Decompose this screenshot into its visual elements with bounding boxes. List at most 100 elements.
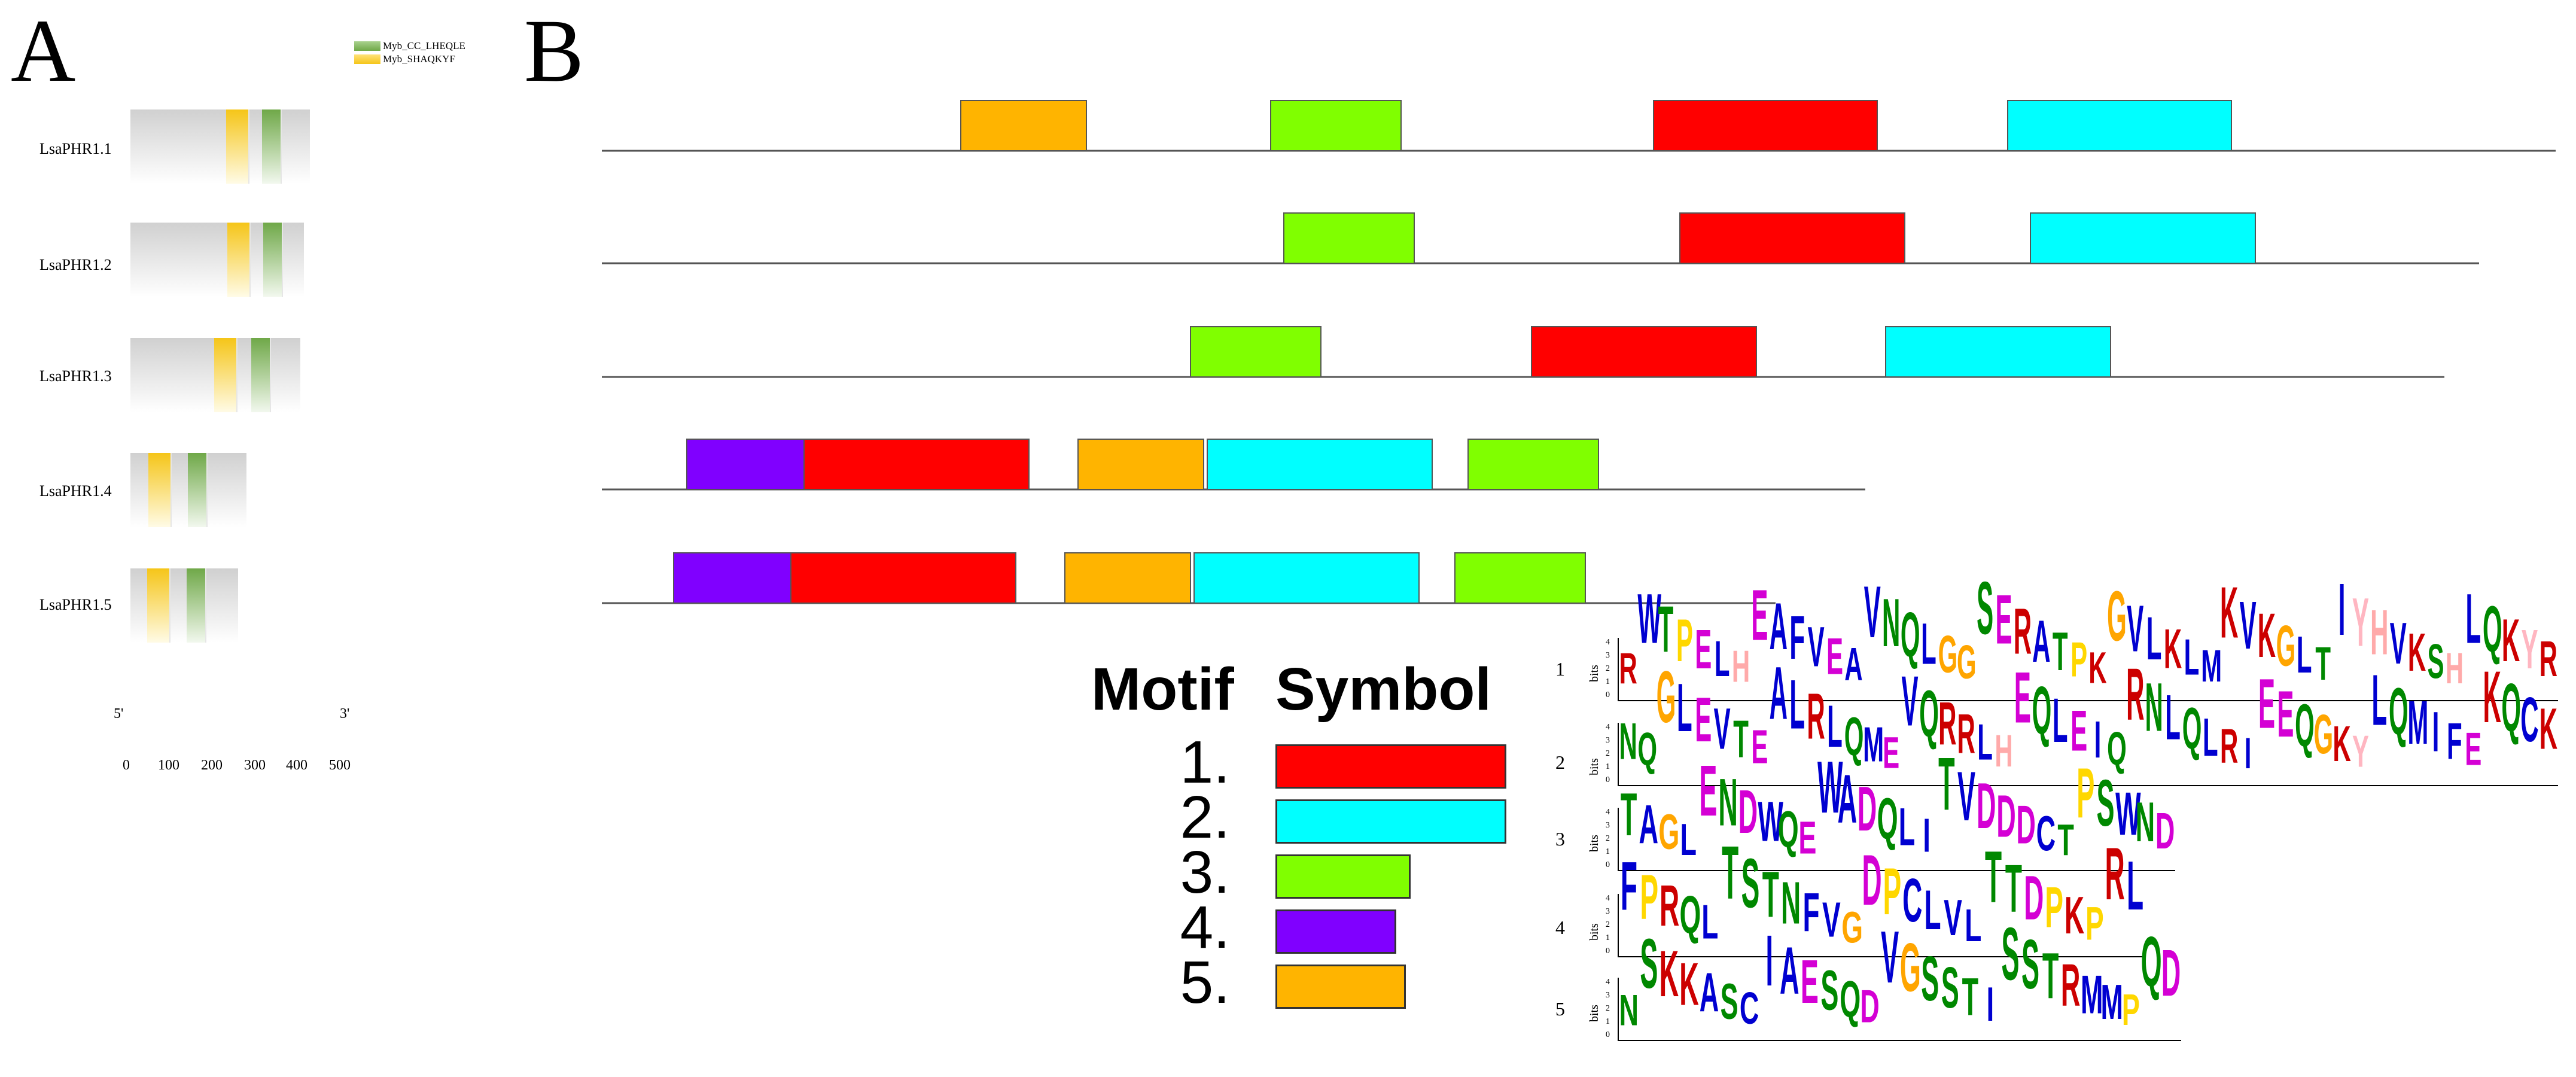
- logo-residue: A: [1844, 638, 1863, 690]
- logo-residue: S: [1921, 942, 1939, 1015]
- logo-residue: P: [1883, 853, 1902, 929]
- panel-b-label: B: [524, 1, 584, 101]
- motif-legend-number: 2.: [1180, 784, 1230, 851]
- motif-row: [602, 439, 1865, 491]
- logo-residue: T: [1658, 592, 1674, 666]
- motif-4-box: [686, 439, 805, 490]
- logo-residue: W: [1637, 579, 1662, 658]
- logo-axis-label: bits: [1588, 1005, 1601, 1022]
- logo-residue: L: [1714, 631, 1730, 687]
- gene-label: LsaPHR1.5: [39, 596, 112, 613]
- motif-legend-swatch-4: [1275, 909, 1396, 954]
- logo-axis-tick: 2: [1606, 834, 1610, 843]
- logo-residue: E: [1699, 750, 1718, 832]
- logo-residue: I: [1986, 976, 1995, 1032]
- logo-residue: K: [2407, 622, 2426, 683]
- logo-residue: F: [1620, 847, 1637, 925]
- logo-axis-tick: 1: [1606, 762, 1610, 771]
- logo-row-number: 3: [1555, 828, 1565, 850]
- domain-legend: Myb_CC_LHEQLE Myb_SHAQKYF: [354, 39, 465, 66]
- logo-axis-tick: 2: [1606, 664, 1610, 673]
- logo-residue: D: [2155, 802, 2175, 860]
- logo-residue: P: [2076, 752, 2095, 834]
- logo-residue: I: [2244, 729, 2252, 778]
- logo-residue: S: [2001, 911, 2020, 997]
- logo-residue: G: [1899, 928, 1921, 1006]
- logo-residue: V: [1881, 915, 1899, 999]
- motif-row: [602, 552, 1776, 604]
- logo-axis-label: bits: [1588, 665, 1601, 682]
- logo-residue: E: [2070, 698, 2088, 763]
- logo-residue: Q: [2295, 692, 2315, 759]
- logo-axis-ticks: 4 3 2 1 0: [1606, 894, 1614, 956]
- logo-residue: N: [2145, 668, 2163, 746]
- logo-residue: C: [2036, 805, 2056, 862]
- logo-residue: C: [1902, 865, 1923, 935]
- gene-label: LsaPHR1.1: [39, 140, 112, 157]
- logo-residue: V: [1957, 756, 1976, 836]
- motif-legend-number: 4.: [1180, 894, 1230, 961]
- logo-axis-tick: 0: [1606, 775, 1610, 784]
- logo-residue: T: [1733, 709, 1749, 769]
- logo-residue: L: [1898, 796, 1916, 857]
- logo-residue: Q: [1637, 723, 1658, 775]
- logo-residue: A: [1837, 760, 1858, 838]
- logo-residue: H: [2370, 596, 2389, 668]
- logo-residue: N: [2135, 790, 2155, 854]
- logo-axis-tick: 3: [1606, 991, 1610, 1000]
- motif-legend-swatch-2: [1275, 799, 1506, 844]
- motif-legend-number: 5.: [1180, 949, 1230, 1016]
- logo-axis-tick: 3: [1606, 907, 1610, 916]
- logo-axis-ticks: 4 3 2 1 0: [1606, 723, 1614, 785]
- logo-residue: T: [2057, 815, 2074, 865]
- logo-residue: L: [1827, 692, 1843, 760]
- legend-swatch-shaqkyf: [354, 54, 380, 64]
- logo-residue: N: [1619, 985, 1639, 1035]
- logo-residue: N: [1881, 584, 1901, 661]
- logo-residue: F: [2447, 712, 2462, 771]
- logo-residue: T: [1620, 780, 1637, 849]
- logo-residue: L: [1677, 669, 1692, 746]
- logo-residue: V: [1807, 614, 1825, 679]
- logo-residue: T: [1722, 830, 1739, 915]
- logo-residue: T: [2005, 850, 2022, 927]
- logo-residue: V: [2389, 610, 2407, 677]
- logo-row-number: 2: [1555, 752, 1565, 773]
- logo-residue: Y: [2352, 583, 2369, 661]
- logo-residue: K: [2220, 571, 2239, 653]
- logo-residue: P: [2121, 984, 2140, 1035]
- logo-residue: S: [2096, 765, 2115, 841]
- logo-residue: S: [1741, 843, 1760, 923]
- logo-residue: D: [1996, 782, 2016, 850]
- logo-residue: P: [2045, 874, 2063, 940]
- logo-axis-tick: 0: [1606, 1030, 1610, 1039]
- logo-residue: L: [1701, 894, 1719, 949]
- logo-residue: Q: [2389, 673, 2408, 749]
- logo-residue: H: [1995, 725, 2013, 777]
- logo-residue: R: [2060, 951, 2081, 1019]
- logo-residue: A: [1780, 932, 1799, 1009]
- logo-axis-tick: 0: [1606, 690, 1610, 699]
- logo-axis-tick: 1: [1606, 677, 1610, 686]
- logo-axis-tick: 3: [1606, 821, 1610, 830]
- logo-residue: T: [2042, 939, 2059, 1013]
- logo-residue: L: [2371, 659, 2388, 741]
- logo-residue: Q: [1679, 884, 1701, 945]
- logo-axis-tick: 3: [1606, 651, 1610, 660]
- logo-residue: R: [2539, 631, 2557, 687]
- logo-residue: R: [1957, 702, 1975, 765]
- logo-axis-tick: 1: [1606, 847, 1610, 856]
- logo-residue: D: [1862, 839, 1882, 920]
- motif-row: [602, 326, 2444, 378]
- logo-residue: N: [1718, 764, 1738, 841]
- logo-residue: L: [1789, 665, 1805, 744]
- logo-residue: G: [1938, 624, 1958, 684]
- logo-residue: R: [1938, 689, 1957, 757]
- logo-residue: T: [2052, 620, 2068, 682]
- logo-residue: A: [1639, 792, 1659, 856]
- logo-residue: R: [1619, 644, 1637, 693]
- logo-residue: N: [1781, 868, 1801, 937]
